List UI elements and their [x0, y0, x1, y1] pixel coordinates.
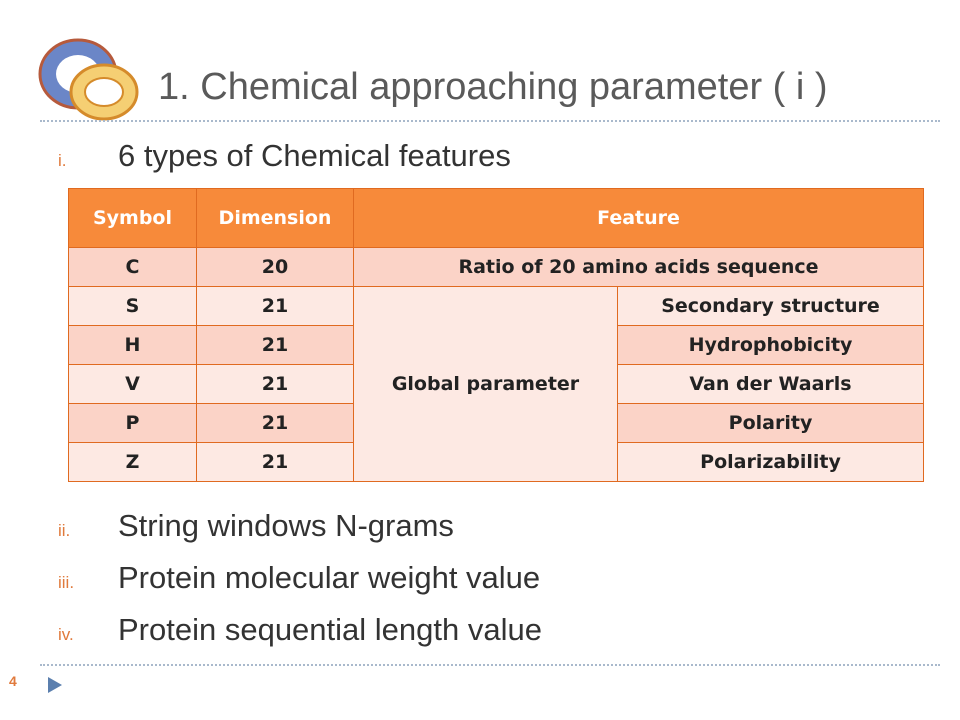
cell-dimension: 21 — [196, 403, 354, 443]
bullet-text: String windows N-grams — [118, 508, 454, 543]
cell-symbol: P — [68, 403, 197, 443]
cell-dimension: 21 — [196, 442, 354, 482]
bullet-text: Protein sequential length value — [118, 612, 542, 647]
page-number: 4 — [9, 673, 17, 689]
cell-global-parameter: Global parameter — [353, 286, 618, 482]
bullet-text: 6 types of Chemical features — [118, 138, 511, 173]
cell-symbol: Z — [68, 442, 197, 482]
slide-title: 1. Chemical approaching parameter ( i ) — [158, 66, 828, 108]
title-divider — [40, 120, 940, 122]
header-dimension: Dimension — [196, 188, 354, 248]
cell-symbol: S — [68, 286, 197, 326]
cell-feature: Ratio of 20 amino acids sequence — [352, 247, 925, 287]
bullet-number: iv. — [58, 625, 74, 644]
bullet-item-2: ii. String windows N-grams — [58, 508, 454, 548]
cell-dimension: 21 — [196, 286, 354, 326]
bullet-item-3: iii. Protein molecular weight value — [58, 560, 540, 600]
cell-feature: Van der Waarls — [616, 364, 925, 404]
bullet-number: i. — [58, 151, 67, 170]
chemical-features-table: Symbol Dimension Feature C 20 Ratio of 2… — [68, 188, 925, 482]
cell-feature: Secondary structure — [616, 286, 925, 326]
cell-feature: Hydrophobicity — [616, 325, 925, 365]
header-symbol: Symbol — [68, 188, 197, 248]
table-row: H 21 Hydrophobicity — [68, 325, 925, 365]
cell-feature: Polarizability — [616, 442, 925, 482]
header-feature: Feature — [352, 188, 925, 248]
table-header-row: Symbol Dimension Feature — [68, 188, 925, 248]
play-triangle-icon — [48, 677, 62, 693]
cell-dimension: 21 — [196, 364, 354, 404]
cell-symbol: V — [68, 364, 197, 404]
table-row: S 21 Global parameter Secondary structur… — [68, 286, 925, 482]
cell-symbol: C — [68, 247, 197, 287]
cell-dimension: 21 — [196, 325, 354, 365]
cell-dimension: 20 — [196, 247, 354, 287]
table-row: C 20 Ratio of 20 amino acids sequence — [68, 247, 925, 287]
table-row: V 21 Van der Waarls — [68, 364, 925, 404]
cell-symbol: H — [68, 325, 197, 365]
bullet-number: ii. — [58, 521, 71, 540]
bullet-text: Protein molecular weight value — [118, 560, 541, 595]
bullet-item-4: iv. Protein sequential length value — [58, 612, 542, 652]
bullet-number: iii. — [58, 573, 75, 592]
table-row: Z 21 Polarizability — [68, 442, 925, 482]
bullet-item-1: i. 6 types of Chemical features — [58, 138, 511, 178]
footer-divider — [40, 664, 940, 666]
cell-feature: Polarity — [616, 403, 925, 443]
slide-logo-rings-icon — [38, 38, 139, 121]
